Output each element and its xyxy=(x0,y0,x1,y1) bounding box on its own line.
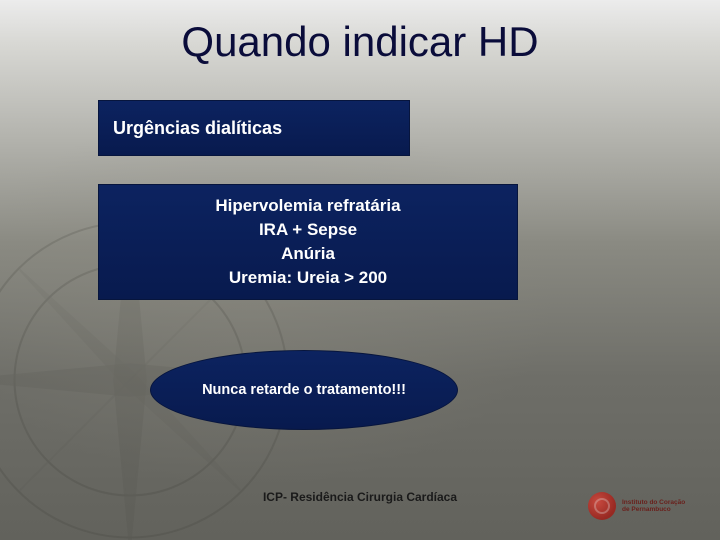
box-criterios: Hipervolemia refratária IRA + Sepse Anúr… xyxy=(98,184,518,300)
criterio-line-3: Anúria xyxy=(281,242,335,266)
org-logo-text: Instituto do Coração de Pernambuco xyxy=(622,499,685,514)
slide-canvas: N Quando indicar HD Urgências dialíticas… xyxy=(0,0,720,540)
org-logo-line2: de Pernambuco xyxy=(622,506,685,513)
oval-callout: Nunca retarde o tratamento!!! xyxy=(150,350,458,430)
criterio-line-4: Uremia: Ureia > 200 xyxy=(229,266,387,290)
criterio-line-1: Hipervolemia refratária xyxy=(215,194,400,218)
box-urgencias-text: Urgências dialíticas xyxy=(113,118,282,139)
oval-text: Nunca retarde o tratamento!!! xyxy=(202,382,406,398)
slide-title: Quando indicar HD xyxy=(0,18,720,66)
heart-logo-icon xyxy=(588,492,616,520)
criterio-line-2: IRA + Sepse xyxy=(259,218,357,242)
box-urgencias: Urgências dialíticas xyxy=(98,100,410,156)
org-logo: Instituto do Coração de Pernambuco xyxy=(588,490,706,522)
org-logo-line1: Instituto do Coração xyxy=(622,499,685,506)
